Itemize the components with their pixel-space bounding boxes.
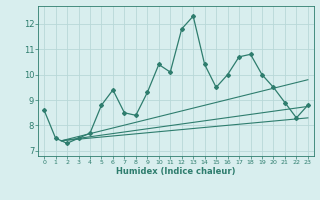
X-axis label: Humidex (Indice chaleur): Humidex (Indice chaleur) [116,167,236,176]
